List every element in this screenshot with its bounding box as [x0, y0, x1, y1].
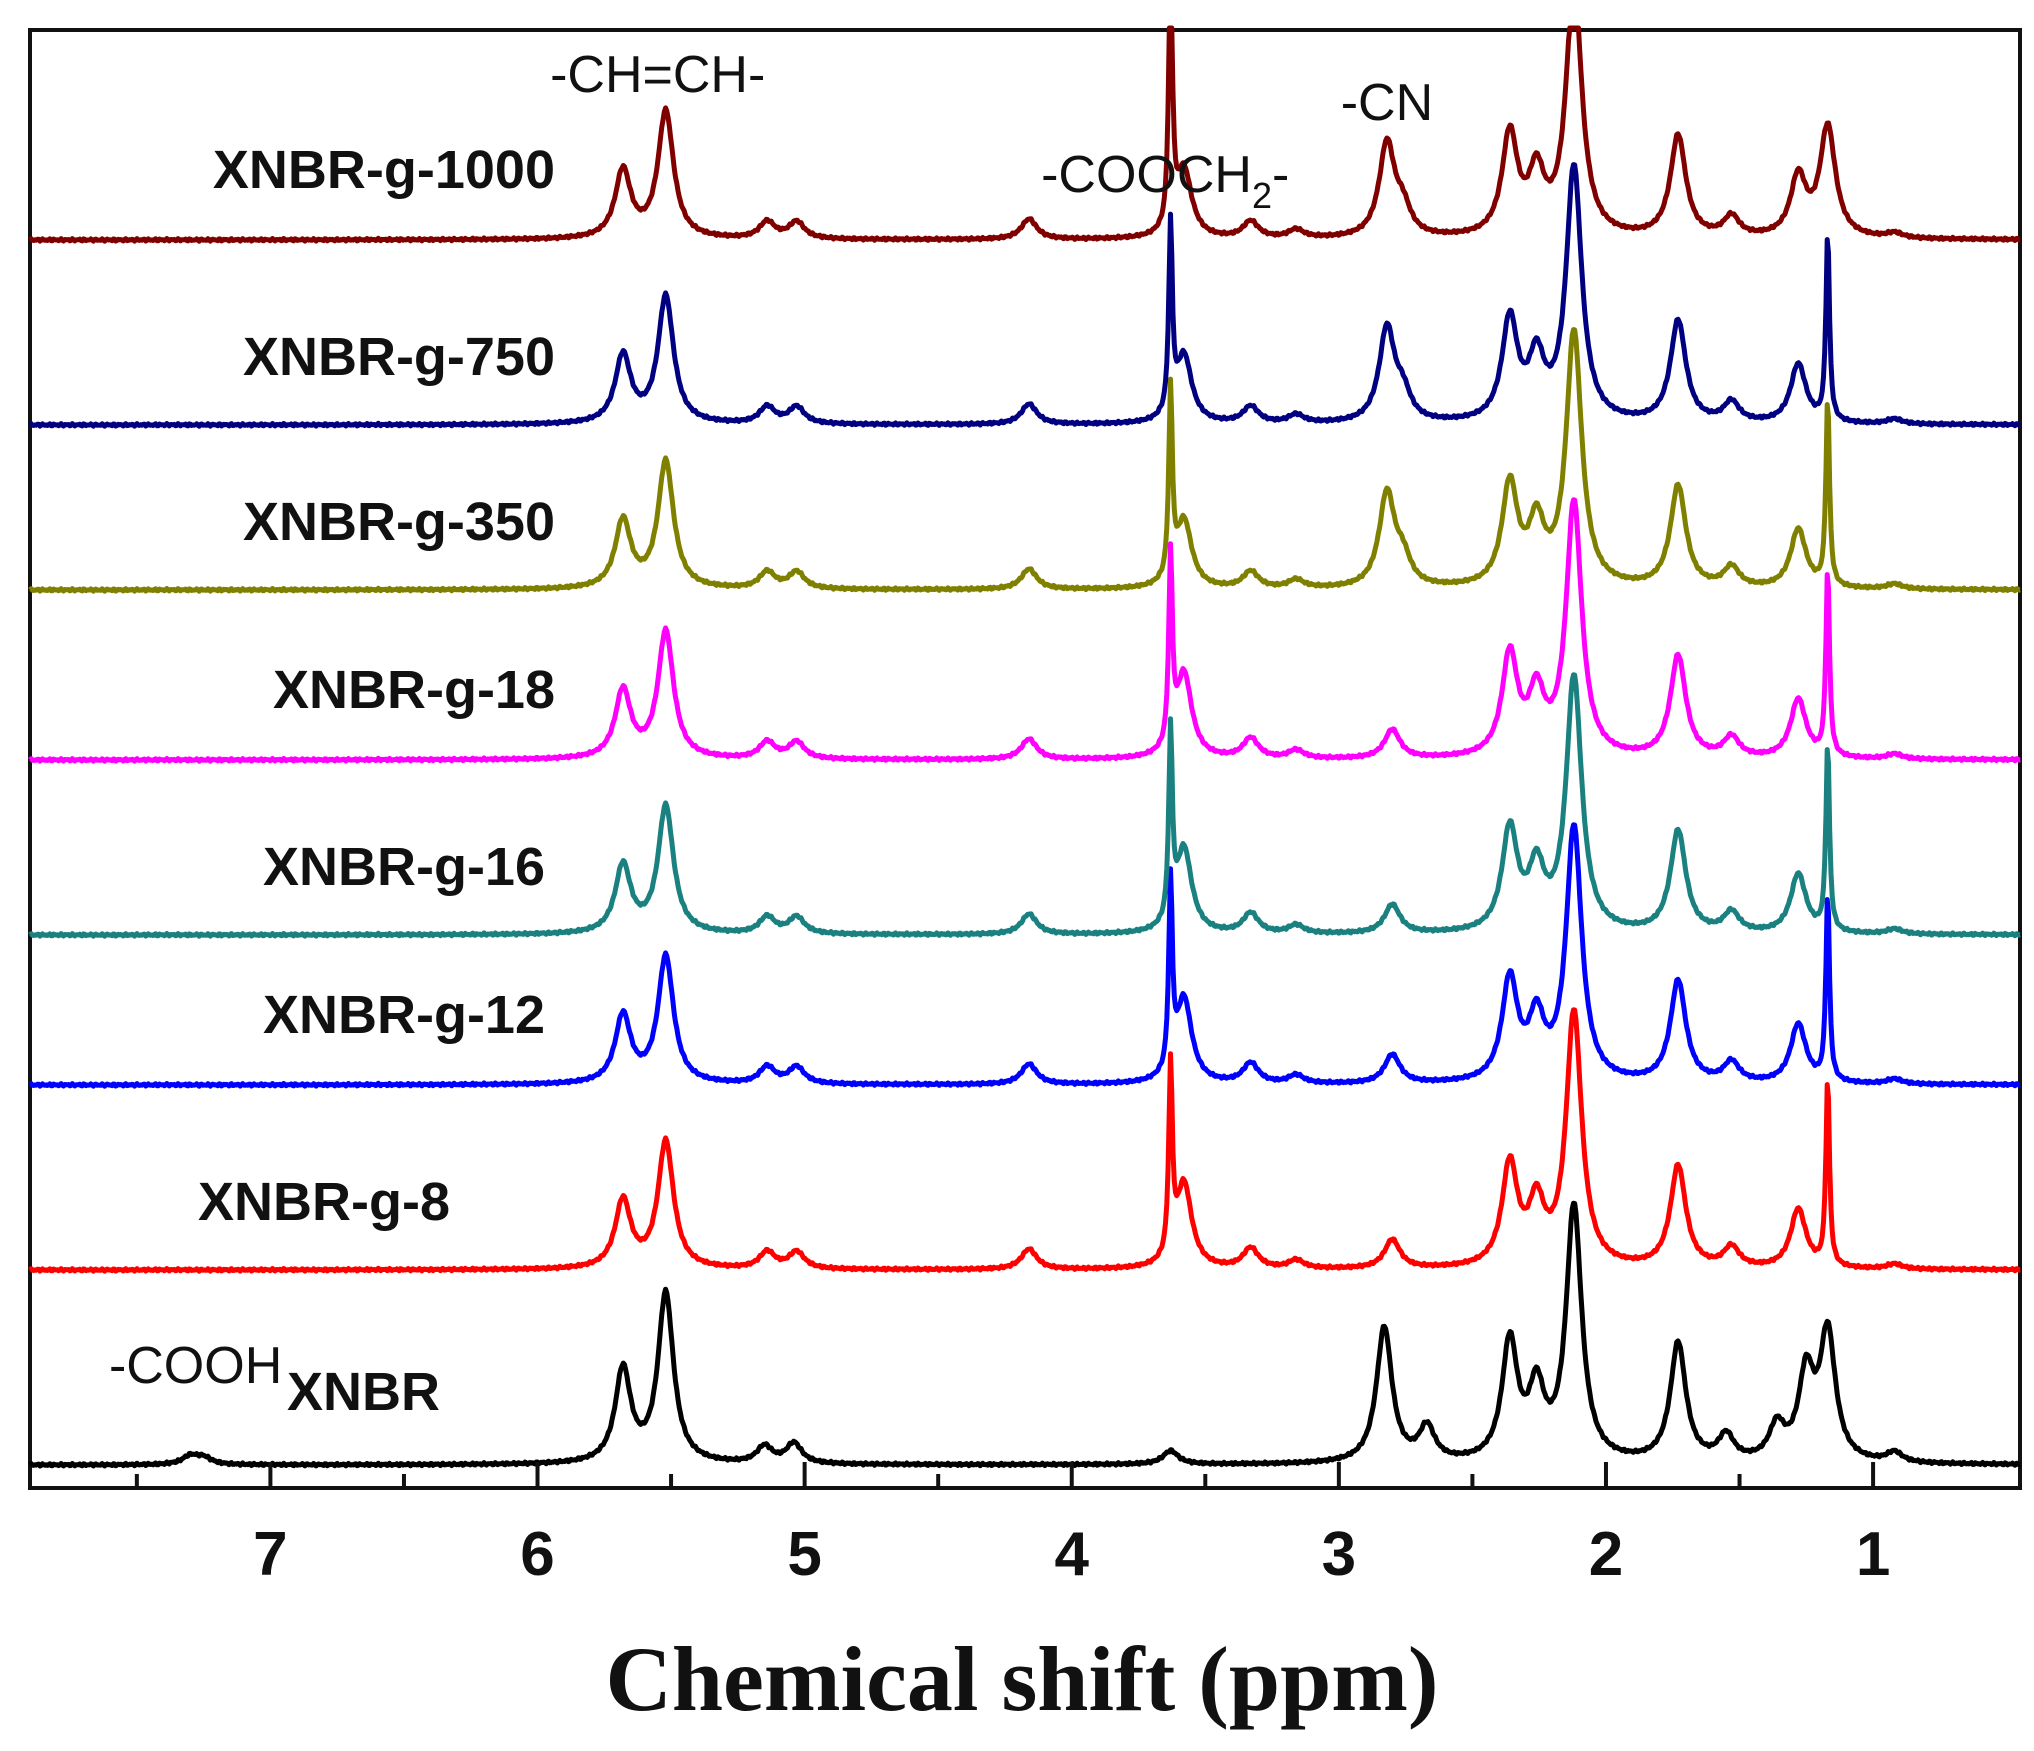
x-tick-label: 6 [520, 1520, 554, 1589]
annotation-2: -CN [1341, 74, 1433, 132]
spectra-group [28, 25, 2022, 1469]
annotation-0: -CH=CH- [550, 46, 765, 104]
series-line-xnbr-g-16 [28, 672, 2022, 939]
x-tick-label: 4 [1055, 1520, 1090, 1589]
series-line-xnbr-g-750 [28, 162, 2022, 429]
series-label-xnbr-g-18: XNBR-g-18 [273, 660, 555, 720]
x-tick-label: 7 [253, 1520, 287, 1589]
annotation-1: -COOCH2- [1041, 146, 1289, 216]
x-tick-label: 1 [1856, 1520, 1890, 1589]
series-label-xnbr-g-750: XNBR-g-750 [243, 327, 555, 387]
series-labels: XNBR XNBR-g-8 XNBR-g-12 XNBR-g-16 XNBR-g-18 X… [198, 140, 555, 1422]
series-line-xnbr-g-12 [28, 822, 2022, 1089]
series-label-xnbr: XNBR [287, 1362, 440, 1422]
series-line-xnbr [28, 1200, 2022, 1469]
series-label-xnbr-g-8: XNBR-g-8 [198, 1172, 450, 1232]
annotation-3: -COOH [109, 1337, 282, 1395]
series-label-xnbr-g-350: XNBR-g-350 [243, 492, 555, 552]
x-tick-label: 3 [1322, 1520, 1356, 1589]
x-tick-label: 5 [787, 1520, 821, 1589]
series-line-xnbr-g-1000 [28, 25, 2022, 244]
x-axis-title: Chemical shift (ppm) [605, 1628, 1438, 1730]
series-line-xnbr-g-8 [28, 1007, 2022, 1274]
series-line-xnbr-g-18 [28, 497, 2022, 764]
x-axis-ticks [134, 1462, 1876, 1488]
series-label-xnbr-g-1000: XNBR-g-1000 [213, 140, 555, 200]
x-tick-label: 2 [1589, 1520, 1623, 1589]
x-axis-tick-labels: 7 6 5 4 3 2 1 [253, 1520, 1890, 1589]
series-label-xnbr-g-12: XNBR-g-12 [263, 985, 545, 1045]
series-line-xnbr-g-350 [28, 327, 2022, 594]
peak-annotations: -CH=CH- -COOCH2- -CN -COOH [109, 46, 1433, 1395]
series-label-xnbr-g-16: XNBR-g-16 [263, 837, 545, 897]
